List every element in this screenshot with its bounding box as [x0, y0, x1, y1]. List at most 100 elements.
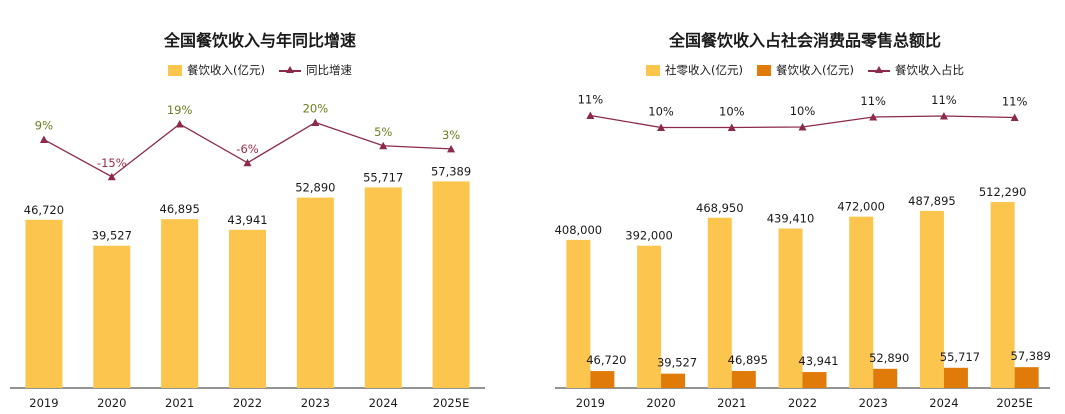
- line-marker: [311, 118, 320, 126]
- x-tick-label: 2020: [646, 396, 675, 410]
- legend-swatch-catering: [757, 64, 771, 76]
- bar-catering: [731, 370, 756, 388]
- line-data-label: 3%: [442, 128, 460, 142]
- bar-retail: [919, 210, 944, 388]
- line-data-label: 9%: [35, 119, 53, 133]
- legend: 餐饮收入(亿元) 同比增速: [0, 62, 520, 78]
- bar-catering: [943, 367, 968, 388]
- line-data-label: 10%: [719, 105, 745, 119]
- line-data-label: 19%: [167, 103, 193, 117]
- data-label: 439,410: [767, 211, 815, 225]
- x-tick-label: 2025E: [433, 396, 470, 410]
- line-data-label: -15%: [97, 156, 127, 170]
- data-label: 55,717: [940, 350, 980, 364]
- x-tick-label: 2024: [369, 396, 398, 410]
- line-marker: [798, 123, 807, 131]
- line-data-label: 11%: [1002, 95, 1028, 109]
- data-label: 46,895: [728, 353, 768, 367]
- data-label: 46,895: [160, 202, 200, 216]
- line-data-label: 11%: [578, 93, 604, 107]
- x-tick-label: 2022: [788, 396, 817, 410]
- line-marker: [869, 113, 878, 121]
- data-label: 392,000: [625, 229, 673, 243]
- data-label: 57,389: [1011, 349, 1051, 363]
- x-tick-label: 2019: [29, 396, 58, 410]
- data-label: 55,717: [363, 170, 403, 184]
- bar-retail: [990, 202, 1015, 388]
- bar-catering: [873, 368, 898, 388]
- bar-retail: [707, 217, 732, 388]
- data-label: 468,950: [696, 201, 744, 215]
- x-tick-label: 2021: [165, 396, 194, 410]
- bar: [93, 245, 131, 388]
- legend-item-line: 餐饮收入占比: [867, 62, 964, 78]
- data-label: 39,527: [92, 229, 132, 243]
- line-data-label: 11%: [860, 94, 886, 108]
- bar: [432, 181, 470, 388]
- line-marker: [1010, 113, 1019, 121]
- line-marker: [447, 144, 456, 153]
- line-marker: [939, 112, 948, 120]
- plot-area-right: 408,000 46,720 2019 392,000 39,527 2020 468,95…: [555, 93, 1051, 411]
- chart-left: 全国餐饮收入与年同比增速 餐饮收入(亿元) 同比增速 46,720 2019 39,…: [0, 0, 520, 414]
- legend-swatch-bar: [168, 64, 182, 76]
- data-label: 46,720: [24, 203, 64, 217]
- bar-retail: [566, 239, 591, 388]
- data-label: 487,895: [908, 194, 956, 208]
- line-data-label: 10%: [648, 105, 674, 119]
- bar: [25, 219, 63, 388]
- chart-title: 全国餐饮收入与年同比增速: [163, 31, 356, 50]
- legend-item-bar-retail: 社零收入(亿元): [646, 62, 743, 78]
- bar-retail: [778, 228, 803, 388]
- x-tick-label: 2021: [717, 396, 746, 410]
- line-marker: [107, 172, 116, 181]
- legend-label: 同比增速: [305, 63, 352, 77]
- data-label: 57,389: [431, 164, 471, 178]
- x-tick-label: 2023: [859, 396, 888, 410]
- line-data-label: -6%: [236, 142, 258, 156]
- data-label: 408,000: [555, 223, 603, 237]
- line-marker: [243, 158, 252, 167]
- legend-label: 餐饮收入占比: [894, 63, 964, 77]
- legend-item-bar-catering: 餐饮收入(亿元): [757, 62, 854, 78]
- legend-swatch-line: [867, 65, 890, 75]
- plot-area-left: 46,720 2019 39,527 2020 46,895 2021 43,941 2022…: [10, 102, 485, 410]
- bar-retail: [637, 245, 662, 388]
- bar-catering: [661, 373, 686, 388]
- legend-label: 社零收入(亿元): [665, 63, 743, 77]
- line-data-label: 11%: [931, 93, 957, 107]
- bar: [161, 219, 199, 388]
- legend-item-line: 同比增速: [278, 62, 352, 78]
- x-tick-label: 2025E: [996, 396, 1033, 410]
- data-label: 52,890: [869, 351, 909, 365]
- line-data-label: 5%: [374, 125, 392, 139]
- bar: [296, 197, 334, 388]
- data-label: 43,941: [227, 213, 267, 227]
- line-marker: [379, 141, 388, 150]
- legend-swatch-line: [278, 65, 301, 75]
- bar-retail: [849, 216, 874, 388]
- x-tick-label: 2019: [576, 396, 605, 410]
- legend-label: 餐饮收入(亿元): [187, 63, 265, 77]
- x-tick-label: 2020: [97, 396, 126, 410]
- line-data-label: 20%: [303, 102, 329, 116]
- legend-swatch-retail: [646, 64, 661, 76]
- x-tick-label: 2023: [301, 396, 330, 410]
- data-label: 43,941: [798, 354, 838, 368]
- bar-catering: [802, 372, 827, 388]
- line-marker: [39, 135, 48, 144]
- line-data-label: 10%: [790, 104, 816, 118]
- x-tick-label: 2022: [233, 396, 262, 410]
- x-tick-label: 2024: [929, 396, 958, 410]
- line-marker: [175, 120, 184, 128]
- bar: [364, 187, 402, 388]
- data-label: 472,000: [837, 200, 885, 214]
- chart-title: 全国餐饮收入占社会消费品零售总额比: [668, 31, 941, 50]
- chart-right: 全国餐饮收入占社会消费品零售总额比 社零收入(亿元) 餐饮收入(亿元) 餐饮收入…: [545, 0, 1065, 414]
- data-label: 512,290: [979, 185, 1027, 199]
- legend-item-bar: 餐饮收入(亿元): [168, 62, 265, 78]
- data-label: 52,890: [295, 181, 335, 195]
- bar: [229, 229, 266, 388]
- data-label: 39,527: [657, 356, 697, 370]
- bar-catering: [1014, 367, 1039, 388]
